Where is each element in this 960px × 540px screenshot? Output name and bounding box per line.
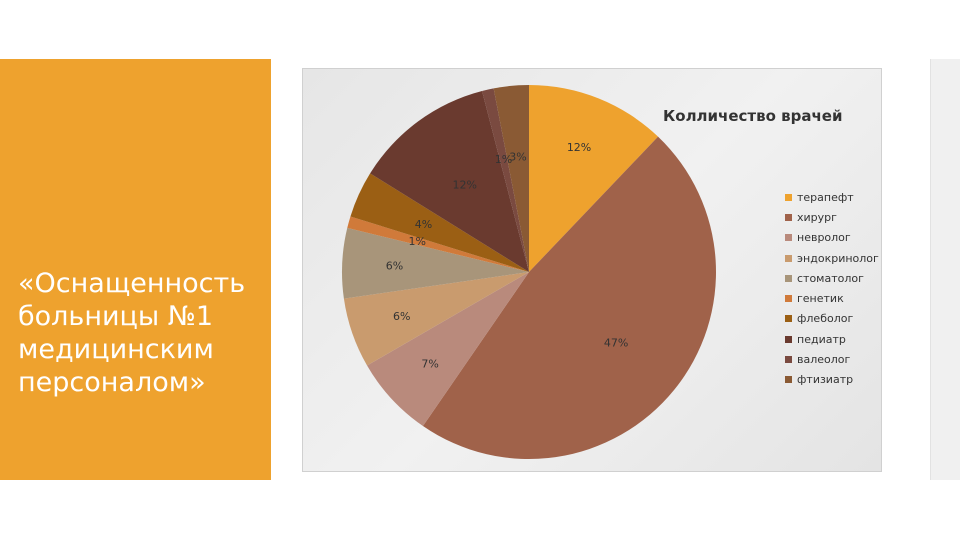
legend-item-эндокринолог: эндокринолог [785, 248, 879, 268]
pie-slice-генетик [347, 216, 529, 272]
legend-item-фтизиатр: фтизиатр [785, 370, 875, 390]
data-label-терапефт: 12% [567, 141, 591, 154]
legend-swatch [785, 376, 792, 384]
legend-label: невролог [797, 231, 851, 245]
legend-label: терапефт [797, 190, 854, 204]
chart-legend: терапефт хирург невролог эндокринолог стомат… [785, 187, 879, 390]
legend-label: фтизиатр [797, 373, 854, 387]
legend-item-стоматолог: стоматолог [785, 268, 875, 288]
legend-label: эндокринолог [797, 251, 879, 265]
data-label-педиатр: 12% [452, 179, 476, 192]
legend-label: педиатр [797, 332, 846, 346]
pie-slice-флеболог [350, 173, 529, 272]
title-panel: «Оснащенность больницы №1 медицинским пе… [0, 59, 271, 480]
legend-swatch [785, 254, 792, 262]
pie-slice-стоматолог [342, 227, 529, 299]
legend-label: генетик [797, 292, 844, 306]
right-decoration-strip [930, 59, 960, 480]
legend-item-хирург: хирург [785, 207, 875, 227]
legend-swatch [785, 274, 792, 282]
pie-slice-невролог [367, 272, 529, 427]
data-label-невролог: 7% [421, 357, 438, 370]
pie-chart: 12%47%7%6%6%1%4%12%1%3% [342, 85, 716, 459]
legend-swatch [785, 193, 792, 201]
pie-slice-терапефт [529, 85, 659, 272]
data-label-стоматолог: 6% [386, 260, 403, 273]
slide-title: «Оснащенность больницы №1 медицинским пе… [18, 268, 246, 398]
legend-label: флеболог [797, 312, 854, 326]
pie-slice-фтизиатр [493, 85, 529, 272]
legend-swatch [785, 234, 792, 242]
legend-label: хирург [797, 210, 837, 224]
pie-slice-эндокринолог [343, 272, 529, 366]
legend-swatch [785, 335, 792, 343]
legend-swatch [785, 295, 792, 303]
data-label-флеболог: 4% [415, 218, 432, 231]
legend-item-невролог: невролог [785, 228, 875, 248]
legend-item-валеолог: валеолог [785, 349, 875, 369]
chart-title: Колличество врачей [663, 107, 843, 125]
legend-swatch [785, 356, 792, 364]
legend-item-терапефт: терапефт [785, 187, 875, 207]
legend-item-педиатр: педиатр [785, 329, 875, 349]
data-label-фтизиатр: 3% [509, 151, 526, 164]
pie-slice-педиатр [370, 90, 529, 272]
legend-item-генетик: генетик [785, 288, 875, 308]
data-label-хирург: 47% [604, 337, 628, 350]
chart-area: 12% 47% 7% 6% 6% 1% 4% 12% 1% 3% Колличество врач… [302, 68, 882, 472]
pie-slice-хирург [422, 136, 716, 459]
data-label-валеолог: 1% [495, 153, 512, 166]
legend-label: стоматолог [797, 271, 864, 285]
legend-label: валеолог [797, 353, 851, 367]
legend-swatch [785, 213, 792, 221]
data-label-генетик: 1% [409, 235, 426, 248]
data-label-эндокринолог: 6% [393, 310, 410, 323]
legend-item-флеболог: флеболог [785, 309, 875, 329]
pie-slice-валеолог [482, 88, 529, 272]
legend-swatch [785, 315, 792, 323]
